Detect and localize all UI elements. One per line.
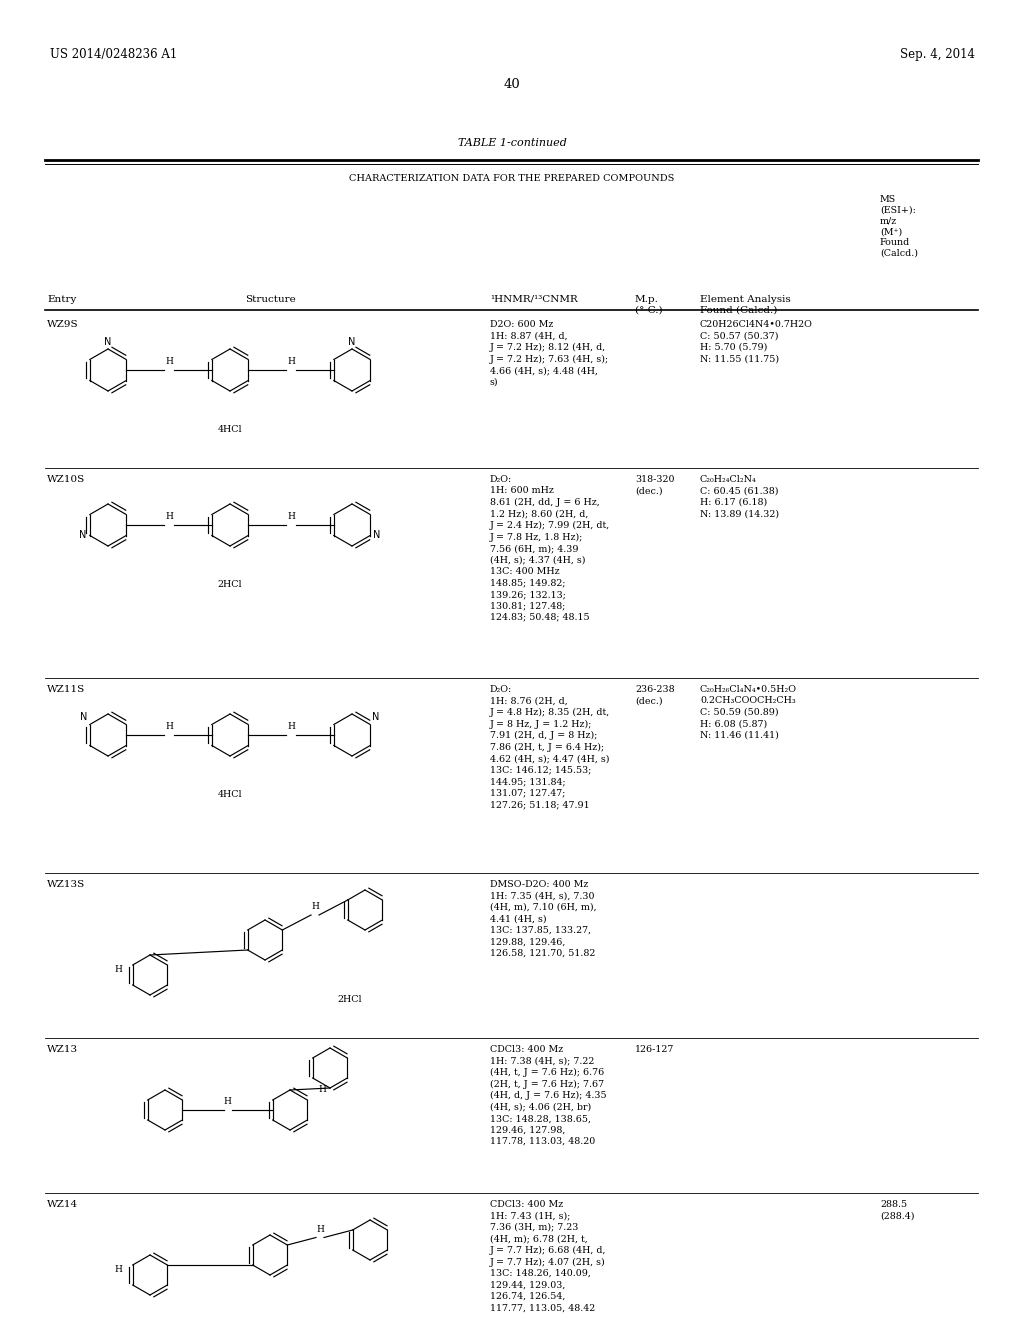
Text: 318-320
(dec.): 318-320 (dec.) bbox=[635, 475, 675, 495]
Text: 288.5
(288.4): 288.5 (288.4) bbox=[880, 1200, 914, 1220]
Text: Found (Calcd.): Found (Calcd.) bbox=[700, 306, 777, 315]
Text: H: H bbox=[165, 722, 173, 731]
Text: TABLE 1-continued: TABLE 1-continued bbox=[458, 139, 566, 148]
Text: 40: 40 bbox=[504, 78, 520, 91]
Text: 126-127: 126-127 bbox=[635, 1045, 675, 1053]
Text: H: H bbox=[287, 722, 295, 731]
Text: H: H bbox=[311, 902, 318, 911]
Text: D2O: 600 Mz
1H: 8.87 (4H, d,
J = 7.2 Hz); 8.12 (4H, d,
J = 7.2 Hz); 7.63 (4H, s): D2O: 600 Mz 1H: 8.87 (4H, d, J = 7.2 Hz)… bbox=[490, 319, 609, 387]
Text: C₂₀H₂₄Cl₂N₄
C: 60.45 (61.38)
H: 6.17 (6.18)
N: 13.89 (14.32): C₂₀H₂₄Cl₂N₄ C: 60.45 (61.38) H: 6.17 (6.… bbox=[700, 475, 779, 519]
Text: H: H bbox=[316, 1225, 324, 1233]
Text: DMSO-D2O: 400 Mz
1H: 7.35 (4H, s), 7.30
(4H, m), 7.10 (6H, m),
4.41 (4H, s)
13C:: DMSO-D2O: 400 Mz 1H: 7.35 (4H, s), 7.30 … bbox=[490, 880, 597, 958]
Text: C20H26Cl4N4•0.7H2O
C: 50.57 (50.37)
H: 5.70 (5.79)
N: 11.55 (11.75): C20H26Cl4N4•0.7H2O C: 50.57 (50.37) H: 5… bbox=[700, 319, 813, 363]
Text: H: H bbox=[287, 512, 295, 521]
Text: CHARACTERIZATION DATA FOR THE PREPARED COMPOUNDS: CHARACTERIZATION DATA FOR THE PREPARED C… bbox=[349, 174, 675, 183]
Text: H: H bbox=[223, 1097, 231, 1106]
Text: N: N bbox=[348, 337, 355, 347]
Text: H: H bbox=[114, 1266, 122, 1275]
Text: Sep. 4, 2014: Sep. 4, 2014 bbox=[900, 48, 975, 61]
Text: 2HCl: 2HCl bbox=[218, 579, 243, 589]
Text: H: H bbox=[165, 512, 173, 521]
Text: WZ9S: WZ9S bbox=[47, 319, 79, 329]
Text: N: N bbox=[81, 713, 88, 722]
Text: CDCl3: 400 Mz
1H: 7.38 (4H, s); 7.22
(4H, t, J = 7.6 Hz); 6.76
(2H, t, J = 7.6 H: CDCl3: 400 Mz 1H: 7.38 (4H, s); 7.22 (4H… bbox=[490, 1045, 606, 1146]
Text: H: H bbox=[318, 1085, 326, 1093]
Text: C₂₀H₂₆Cl₄N₄•0.5H₂O
0.2CH₃COOCH₂CH₃
C: 50.59 (50.89)
H: 6.08 (5.87)
N: 11.46 (11.: C₂₀H₂₆Cl₄N₄•0.5H₂O 0.2CH₃COOCH₂CH₃ C: 50… bbox=[700, 685, 797, 739]
Text: WZ11S: WZ11S bbox=[47, 685, 85, 694]
Text: WZ13: WZ13 bbox=[47, 1045, 78, 1053]
Text: 2HCl: 2HCl bbox=[338, 995, 362, 1005]
Text: WZ10S: WZ10S bbox=[47, 475, 85, 484]
Text: WZ14: WZ14 bbox=[47, 1200, 78, 1209]
Text: H: H bbox=[114, 965, 122, 974]
Text: D₂O:
1H: 600 mHz
8.61 (2H, dd, J = 6 Hz,
1.2 Hz); 8.60 (2H, d,
J = 2.4 Hz); 7.99: D₂O: 1H: 600 mHz 8.61 (2H, dd, J = 6 Hz,… bbox=[490, 475, 610, 622]
Text: Entry: Entry bbox=[47, 294, 77, 304]
Text: 4HCl: 4HCl bbox=[218, 425, 243, 434]
Text: N: N bbox=[373, 531, 381, 540]
Text: CDCl3: 400 Mz
1H: 7.43 (1H, s);
7.36 (3H, m); 7.23
(4H, m); 6.78 (2H, t,
J = 7.7: CDCl3: 400 Mz 1H: 7.43 (1H, s); 7.36 (3H… bbox=[490, 1200, 606, 1312]
Text: Structure: Structure bbox=[245, 294, 295, 304]
Text: WZ13S: WZ13S bbox=[47, 880, 85, 888]
Text: H: H bbox=[287, 356, 295, 366]
Text: 4HCl: 4HCl bbox=[218, 789, 243, 799]
Text: M.p.: M.p. bbox=[635, 294, 658, 304]
Text: N: N bbox=[80, 531, 87, 540]
Text: US 2014/0248236 A1: US 2014/0248236 A1 bbox=[50, 48, 177, 61]
Text: Element Analysis: Element Analysis bbox=[700, 294, 791, 304]
Text: D₂O:
1H: 8.76 (2H, d,
J = 4.8 Hz); 8.35 (2H, dt,
J = 8 Hz, J = 1.2 Hz);
7.91 (2H: D₂O: 1H: 8.76 (2H, d, J = 4.8 Hz); 8.35 … bbox=[490, 685, 610, 809]
Text: H: H bbox=[165, 356, 173, 366]
Text: N: N bbox=[372, 713, 380, 722]
Text: MS
(ESI+):
m/z
(M⁺)
Found
(Calcd.): MS (ESI+): m/z (M⁺) Found (Calcd.) bbox=[880, 195, 918, 257]
Text: ¹HNMR/¹³CNMR: ¹HNMR/¹³CNMR bbox=[490, 294, 578, 304]
Text: 236-238
(dec.): 236-238 (dec.) bbox=[635, 685, 675, 705]
Text: (° C.): (° C.) bbox=[635, 306, 663, 315]
Text: N: N bbox=[104, 337, 112, 347]
